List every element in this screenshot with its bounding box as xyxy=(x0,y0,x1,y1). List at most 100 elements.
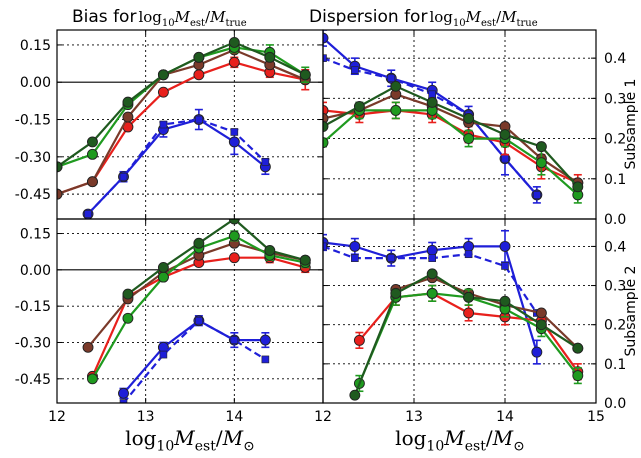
series-line-brown xyxy=(323,93,579,184)
data-point-blue-square xyxy=(387,74,396,83)
label-part: 10 xyxy=(162,18,175,29)
label-part: est xyxy=(481,18,496,29)
data-point-green xyxy=(426,287,438,299)
data-point-darkgreen xyxy=(299,69,311,81)
y-tick-label: -0.45 xyxy=(15,187,51,203)
label-part: est xyxy=(465,439,486,454)
series-line-brown xyxy=(395,276,579,349)
data-point-darkgreen xyxy=(463,291,475,303)
data-point-red xyxy=(157,86,169,98)
data-point-blue-square xyxy=(428,254,437,262)
y-tick-label: 0.0 xyxy=(604,212,626,228)
series-group xyxy=(57,36,311,219)
data-point-blue-square xyxy=(230,128,239,136)
data-point-darkgreen xyxy=(264,245,276,256)
panel-frame xyxy=(56,29,324,220)
y-tick-label: -0.15 xyxy=(15,299,51,315)
series-line-darkgreen xyxy=(127,219,306,295)
data-point-darkgreen xyxy=(228,36,240,48)
y-tick-label: 0.4 xyxy=(604,51,626,67)
label-part: / xyxy=(216,426,223,450)
series-group xyxy=(323,229,584,401)
label-part: / xyxy=(486,426,493,450)
x-tick-label: 13 xyxy=(405,409,423,425)
data-point-darkgreen xyxy=(572,181,584,193)
data-point-darkgreen xyxy=(193,237,205,249)
dispersion-title: Dispersion for xyxy=(309,7,427,27)
data-point-brown xyxy=(535,307,547,319)
data-point-darkgreen xyxy=(323,121,329,132)
data-point-blue-square xyxy=(119,172,128,181)
data-point-darkgreen xyxy=(499,129,511,141)
data-point-blue-square xyxy=(533,191,541,199)
bias-subsample-1: 0.15 0.00 -0.15 -0.30 -0.45 xyxy=(15,29,324,220)
label-part: log xyxy=(125,426,156,450)
series-line-brown xyxy=(57,48,306,196)
label-part: 10 xyxy=(426,439,444,454)
data-point-green xyxy=(122,312,134,324)
data-point-blue-square xyxy=(261,158,270,166)
data-point-darkgreen xyxy=(122,288,134,300)
data-point-red xyxy=(228,56,240,68)
label-part: / xyxy=(496,8,502,26)
series-line-blue xyxy=(87,118,267,215)
data-point-green xyxy=(463,133,475,145)
data-point-darkgreen xyxy=(353,100,365,112)
label-part: 10 xyxy=(156,439,174,454)
x-tick-label: 15 xyxy=(587,409,605,425)
data-point-blue xyxy=(349,240,361,252)
y-tick-label: -0.30 xyxy=(15,335,51,351)
data-point-blue xyxy=(118,387,129,399)
data-point-red xyxy=(463,307,475,319)
data-point-blue-square xyxy=(351,66,359,75)
label-part: est xyxy=(195,439,216,454)
data-point-blue-square xyxy=(159,120,168,129)
data-point-darkgreen xyxy=(193,51,205,63)
data-point-blue-square xyxy=(195,115,203,124)
data-point-red xyxy=(353,334,365,346)
data-point-darkgreen xyxy=(535,141,547,153)
data-point-blue-square xyxy=(159,350,168,359)
data-point-darkgreen xyxy=(87,136,98,148)
series-line-green xyxy=(323,109,579,196)
data-point-darkgreen xyxy=(463,113,475,124)
data-point-blue-square xyxy=(230,336,239,344)
y-tick-label: -0.30 xyxy=(15,150,51,166)
x-axis-label-left: log10Mest/M⊙ xyxy=(125,426,255,454)
data-point-blue-square xyxy=(387,254,396,262)
bias-subsample-2: 0.15 0.00 -0.15 -0.30 -0.45 12 13 14 xyxy=(15,218,324,425)
label-part: log xyxy=(429,8,453,26)
label-part: M xyxy=(222,426,244,450)
data-point-darkgreen xyxy=(157,261,169,273)
data-point-blue xyxy=(463,240,475,252)
label-part: ⊙ xyxy=(243,439,255,454)
y-tick-label: 0.3 xyxy=(604,279,626,295)
y-tick-label: 0.1 xyxy=(604,172,626,188)
data-point-darkgreen xyxy=(426,268,438,280)
data-point-blue xyxy=(228,136,240,148)
dispersion-subsample-2: 0.0 0.1 0.2 0.3 0.4 12 13 14 15 xyxy=(314,218,626,425)
y-tick-label: -0.45 xyxy=(15,372,51,388)
data-point-darkgreen xyxy=(349,389,361,401)
y-tick-label: 0.2 xyxy=(604,318,626,334)
x-tick-label: 13 xyxy=(137,409,155,425)
data-point-darkgreen xyxy=(390,80,402,92)
data-point-darkgreen xyxy=(499,295,511,307)
bias-title-math: log10Mest/Mtrue xyxy=(138,8,246,29)
label-part: 10 xyxy=(453,18,466,29)
data-point-blue-square xyxy=(323,242,327,251)
y-tick-label: 0.3 xyxy=(604,91,626,107)
data-point-darkgreen xyxy=(57,161,63,173)
row-label-subsample-2: Subsample 2 xyxy=(623,266,639,357)
x-axis-label-right: log10Mest/M⊙ xyxy=(395,426,525,454)
data-point-red xyxy=(193,69,205,81)
data-point-darkgreen xyxy=(426,96,438,108)
data-point-brown xyxy=(87,176,98,188)
x-tick-label: 12 xyxy=(314,409,332,425)
data-point-blue-square xyxy=(323,54,327,62)
y-tick-label: 0.15 xyxy=(20,38,51,54)
y-tick-label: -0.15 xyxy=(15,113,51,129)
data-point-blue-square xyxy=(501,262,509,270)
